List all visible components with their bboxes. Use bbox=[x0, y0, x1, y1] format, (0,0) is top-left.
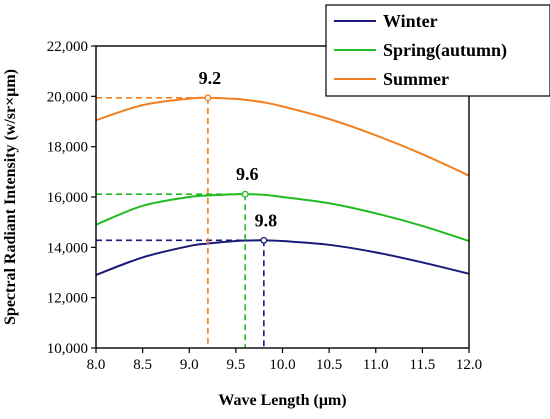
peak-label-spring-autumn: 9.6 bbox=[236, 164, 259, 184]
x-tick-label: 11.5 bbox=[410, 357, 436, 373]
y-tick-label: 16,000 bbox=[47, 190, 88, 206]
series-line-summer bbox=[95, 96, 470, 177]
series-line-spring-autumn bbox=[95, 193, 470, 242]
legend-label-spring-autumn: Spring(autumn) bbox=[383, 40, 507, 61]
legend: Winter Spring(autumn) Summer bbox=[325, 4, 550, 97]
x-tick-label: 11.0 bbox=[363, 357, 389, 373]
y-axis-title: Spectral Radiant Intensity (w/sr×μm) bbox=[2, 69, 19, 325]
x-tick-label: 12.0 bbox=[456, 357, 482, 373]
y-tick-label: 22,000 bbox=[47, 39, 88, 55]
legend-label-summer: Summer bbox=[383, 69, 449, 89]
x-axis-title: Wave Length (μm) bbox=[218, 392, 346, 409]
peak-marker-spring-autumn bbox=[241, 190, 249, 198]
axes: Wave Length (μm) Spectral Radiant Intens… bbox=[2, 39, 482, 409]
peak-marker-winter bbox=[260, 236, 268, 244]
y-tick-label: 18,000 bbox=[47, 140, 88, 156]
plot-area: 9.8 9.6 9.2 bbox=[95, 68, 470, 348]
x-tick-label: 10.0 bbox=[269, 357, 295, 373]
legend-label-winter: Winter bbox=[383, 11, 438, 31]
series-line-winter bbox=[95, 239, 470, 276]
y-tick-label: 10,000 bbox=[47, 341, 88, 357]
x-tick-label: 8.0 bbox=[87, 357, 106, 373]
x-tick-label: 8.5 bbox=[133, 357, 152, 373]
peak-label-summer: 9.2 bbox=[199, 68, 222, 88]
y-tick-label: 14,000 bbox=[47, 240, 88, 256]
peak-marker-summer bbox=[204, 94, 212, 102]
peak-label-winter: 9.8 bbox=[255, 210, 278, 230]
y-tick-label: 20,000 bbox=[47, 89, 88, 105]
x-tick-label: 9.5 bbox=[227, 357, 246, 373]
y-tick-label: 12,000 bbox=[47, 291, 88, 307]
x-tick-label: 9.0 bbox=[180, 357, 199, 373]
x-tick-label: 10.5 bbox=[316, 357, 342, 373]
